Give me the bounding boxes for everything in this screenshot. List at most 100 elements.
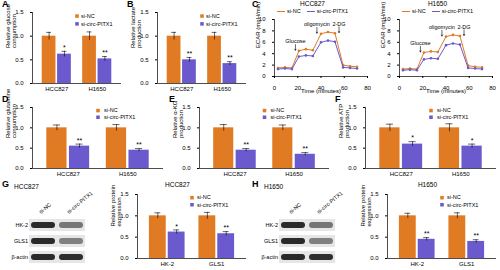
svg-text:si-circ-PITX1: si-circ-PITX1 — [81, 21, 112, 27]
svg-text:8: 8 — [387, 28, 391, 34]
svg-text:**: ** — [243, 141, 249, 148]
svg-text:Relative lactateproduction: Relative lactateproduction — [130, 6, 142, 48]
svg-text:4: 4 — [262, 51, 266, 57]
svg-text:**: ** — [136, 141, 142, 148]
svg-text:ECAR (mpH/min): ECAR (mpH/min) — [380, 2, 386, 48]
svg-text:Relative proteinexpression: Relative proteinexpression — [360, 185, 372, 227]
svg-text:1.5: 1.5 — [120, 191, 129, 197]
svg-text:*: * — [175, 223, 178, 230]
svg-text:GLS1: GLS1 — [459, 261, 475, 267]
svg-text:*: * — [411, 134, 414, 141]
svg-text:HK-2: HK-2 — [15, 222, 28, 228]
svg-text:si-NC: si-NC — [437, 107, 451, 113]
svg-text:Glucose: Glucose — [285, 38, 305, 44]
svg-text:60: 60 — [341, 85, 348, 91]
svg-text:oligomycin: oligomycin — [429, 24, 455, 30]
svg-text:H1650: H1650 — [119, 171, 137, 177]
svg-text:Relative ATPproduction: Relative ATPproduction — [338, 104, 350, 138]
svg-text:si-circ-PITX1: si-circ-PITX1 — [447, 202, 478, 208]
svg-text:1.5: 1.5 — [140, 9, 149, 15]
svg-text:0.5: 0.5 — [15, 57, 24, 63]
svg-text:4: 4 — [387, 51, 391, 57]
svg-text:2: 2 — [262, 62, 266, 68]
svg-text:β-actin: β-actin — [11, 254, 28, 260]
svg-text:2: 2 — [387, 62, 391, 68]
svg-text:si-circ-PITX1: si-circ-PITX1 — [66, 190, 94, 215]
svg-text:si-NC: si-NC — [197, 194, 211, 200]
svg-text:si-NC: si-NC — [206, 13, 220, 19]
svg-text:HK-2: HK-2 — [265, 222, 278, 228]
svg-text:*: * — [471, 137, 474, 144]
svg-text:6: 6 — [262, 39, 266, 45]
svg-text:Time (minutes): Time (minutes) — [426, 88, 466, 94]
svg-text:0.0: 0.0 — [370, 255, 379, 261]
svg-text:Relative glucoseconsumption: Relative glucoseconsumption — [5, 3, 17, 48]
svg-text:6: 6 — [387, 39, 391, 45]
svg-text:β-actin: β-actin — [261, 254, 278, 260]
svg-text:si-circ-PITX1: si-circ-PITX1 — [104, 114, 135, 120]
svg-text:si-NC: si-NC — [104, 107, 118, 113]
svg-text:GLS1: GLS1 — [209, 261, 225, 267]
svg-text:H1650: H1650 — [264, 183, 284, 190]
svg-text:0: 0 — [262, 73, 266, 79]
svg-text:HCC827: HCC827 — [57, 171, 81, 177]
svg-text:si-NC: si-NC — [38, 201, 52, 214]
svg-text:si-NC: si-NC — [288, 201, 302, 214]
svg-text:0.0: 0.0 — [348, 165, 357, 171]
svg-text:H1650: H1650 — [452, 171, 470, 177]
svg-text:8: 8 — [262, 28, 266, 34]
svg-text:si-NC: si-NC — [447, 194, 461, 200]
svg-text:*: * — [63, 44, 66, 51]
svg-text:HCC827: HCC827 — [170, 86, 194, 92]
svg-text:si-circ-PITX1: si-circ-PITX1 — [206, 21, 237, 27]
svg-text:0.0: 0.0 — [15, 165, 24, 171]
svg-text:2-DG: 2-DG — [457, 24, 470, 30]
svg-text:si-circ-PITX1: si-circ-PITX1 — [316, 190, 344, 215]
svg-text:0.5: 0.5 — [182, 145, 191, 151]
svg-text:Relative α-KGproduction: Relative α-KGproduction — [172, 100, 184, 138]
svg-text:**: ** — [187, 50, 193, 57]
svg-text:HCC827: HCC827 — [45, 86, 69, 92]
svg-text:HCC827: HCC827 — [390, 171, 414, 177]
svg-text:**: ** — [223, 224, 229, 231]
svg-text:0.5: 0.5 — [370, 234, 379, 240]
svg-text:oligomycin: oligomycin — [304, 21, 330, 27]
svg-text:0: 0 — [387, 73, 391, 79]
svg-text:GLS1: GLS1 — [14, 238, 28, 244]
svg-text:60: 60 — [466, 85, 473, 91]
svg-text:Glucose: Glucose — [410, 40, 430, 46]
svg-text:H1650: H1650 — [88, 86, 106, 92]
svg-text:si-circ-PITX1: si-circ-PITX1 — [270, 114, 301, 120]
svg-text:HCC827: HCC827 — [14, 183, 39, 190]
svg-text:0: 0 — [398, 85, 402, 91]
svg-text:0.0: 0.0 — [140, 80, 149, 86]
svg-text:**: ** — [473, 232, 479, 239]
svg-text:Relative proteinexpression: Relative proteinexpression — [110, 185, 122, 227]
svg-text:GLS1: GLS1 — [264, 238, 278, 244]
svg-text:**: ** — [227, 54, 233, 61]
svg-text:80: 80 — [364, 85, 371, 91]
svg-text:1.5: 1.5 — [370, 191, 379, 197]
svg-text:HK-2: HK-2 — [410, 261, 424, 267]
svg-text:HK-2: HK-2 — [160, 261, 174, 267]
svg-text:0: 0 — [273, 85, 277, 91]
svg-text:**: ** — [102, 49, 108, 56]
svg-text:0.0: 0.0 — [15, 80, 24, 86]
svg-text:si-circ-PITX1: si-circ-PITX1 — [437, 114, 468, 120]
svg-text:80: 80 — [489, 85, 496, 91]
svg-text:1.5: 1.5 — [182, 104, 191, 110]
svg-text:0.5: 0.5 — [140, 57, 149, 63]
svg-text:**: ** — [303, 145, 309, 152]
svg-text:1.5: 1.5 — [348, 104, 357, 110]
svg-text:si-circ-PITX1: si-circ-PITX1 — [197, 202, 228, 208]
svg-text:si-NC: si-NC — [81, 13, 95, 19]
svg-text:0.5: 0.5 — [120, 234, 129, 240]
svg-text:0.5: 0.5 — [348, 145, 357, 151]
svg-text:0.0: 0.0 — [182, 165, 191, 171]
svg-text:0.0: 0.0 — [120, 255, 129, 261]
svg-text:H1650: H1650 — [213, 86, 231, 92]
svg-text:0.5: 0.5 — [15, 145, 24, 151]
svg-text:2-DG: 2-DG — [332, 21, 345, 27]
svg-text:HCC827: HCC827 — [223, 171, 247, 177]
svg-text:si-NC: si-NC — [270, 107, 284, 113]
